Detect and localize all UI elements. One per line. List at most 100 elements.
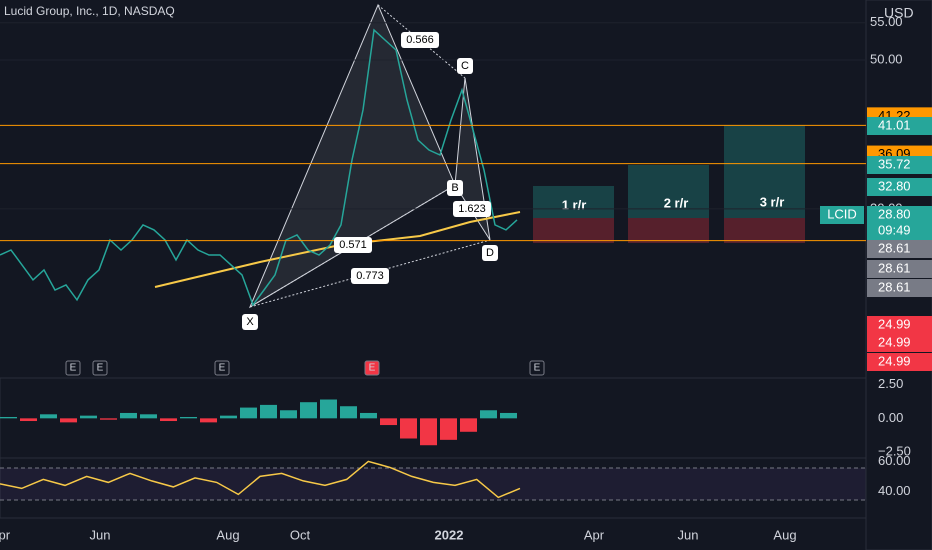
x-tick-label: Aug	[216, 527, 239, 542]
pattern-point: X	[246, 316, 254, 328]
macd-bar	[380, 418, 397, 426]
macd-bar	[100, 418, 117, 420]
price-badge	[867, 279, 932, 297]
price-badge	[867, 334, 932, 352]
macd-bar	[300, 402, 317, 419]
macd-bar	[40, 414, 57, 419]
pattern-point-box	[447, 180, 463, 196]
price-axis	[865, 0, 932, 550]
macd-tick-label: −2.50	[878, 443, 911, 458]
price-badge	[867, 156, 932, 174]
ratio-box	[453, 201, 491, 217]
earnings-label: E	[70, 363, 77, 374]
stop-zone	[628, 218, 709, 243]
earnings-box	[65, 360, 81, 376]
price-badge	[867, 240, 932, 258]
stop-zone	[724, 218, 805, 243]
ratio-box	[334, 237, 372, 253]
macd-bar	[120, 412, 137, 419]
macd-bar	[140, 414, 157, 419]
macd-tick-label: 0.00	[878, 410, 903, 425]
ratio-box	[351, 268, 389, 284]
price-badge-label: 24.99	[878, 316, 911, 331]
price-badge-label: 41.01	[878, 117, 911, 132]
earnings-label: E	[219, 363, 226, 374]
macd-bar	[500, 412, 517, 419]
price-badge-label: 28.61	[878, 260, 911, 275]
x-tick-label: Apr	[0, 527, 11, 542]
macd-bar	[200, 418, 217, 423]
macd-bar	[220, 415, 237, 419]
price-badge-label: 28.80	[878, 206, 911, 221]
macd-bar	[260, 404, 277, 419]
price-badge-label: 24.99	[878, 334, 911, 349]
macd-bar	[280, 410, 297, 419]
macd-bar	[460, 418, 477, 432]
macd-bar	[240, 407, 257, 419]
macd-tick-label: 2.50	[878, 376, 903, 391]
pattern-point-box	[457, 58, 473, 74]
pattern-point-box	[482, 245, 498, 261]
x-tick-label: Jun	[90, 527, 111, 542]
macd-bar	[480, 410, 497, 419]
rsi-line	[0, 460, 521, 499]
macd-bar	[180, 416, 197, 419]
earnings-box	[214, 360, 230, 376]
y-tick-label: 50.00	[870, 51, 903, 66]
macd-bar	[320, 399, 337, 419]
price-badge	[867, 353, 932, 371]
price-badge	[867, 117, 932, 135]
macd-bar	[60, 418, 77, 423]
earnings-box	[529, 360, 545, 376]
price-badge-label: 24.99	[878, 353, 911, 368]
target-zone	[724, 125, 805, 218]
ratio-label: 1.623	[458, 203, 486, 215]
ratio-label: 0.773	[356, 270, 384, 282]
macd-bar	[360, 412, 377, 419]
price-badge	[867, 260, 932, 278]
pattern-point: C	[461, 60, 469, 72]
price-line	[0, 28, 518, 307]
macd-bar	[20, 418, 37, 422]
price-badge	[867, 222, 932, 240]
macd-bar	[340, 406, 357, 419]
price-badge	[867, 316, 932, 334]
x-tick-label: Oct	[290, 527, 311, 542]
symbol-badge	[820, 206, 864, 224]
earnings-label: E	[97, 363, 104, 374]
ratio-box	[401, 32, 439, 48]
target-label: 1 r/r	[562, 197, 587, 212]
price-badge	[867, 206, 932, 224]
macd-bar	[400, 418, 417, 439]
price-badge-label: 28.61	[878, 240, 911, 255]
price-badge-label: 35.72	[878, 156, 911, 171]
rsi-band	[0, 468, 866, 500]
target-label: 3 r/r	[760, 194, 785, 209]
target-label: 2 r/r	[664, 195, 689, 210]
symbol-label: LCID	[827, 206, 857, 221]
ratio-label: 0.571	[339, 239, 367, 251]
target-zone	[533, 186, 614, 218]
chart-title: Lucid Group, Inc., 1D, NASDAQ	[4, 4, 175, 18]
earnings-label: E	[369, 363, 376, 374]
y-tick-label: 55.00	[870, 14, 903, 29]
rsi-tick-label: 60.00	[878, 453, 911, 468]
currency: USD	[884, 5, 914, 21]
earnings-label: E	[534, 363, 541, 374]
macd-bar	[420, 418, 437, 446]
x-tick-label: Apr	[584, 527, 605, 542]
earnings-box	[92, 360, 108, 376]
x-tick-label: 2022	[435, 527, 464, 542]
pattern-point-box	[242, 314, 258, 330]
price-badge-label: 28.61	[878, 279, 911, 294]
macd-bar	[80, 415, 97, 419]
price-badge-label: 09:49	[878, 222, 911, 237]
earnings-box	[364, 360, 380, 376]
macd-bar	[0, 416, 17, 419]
x-tick-label: Jun	[678, 527, 699, 542]
ratio-label: 0.566	[406, 34, 434, 46]
rsi-tick-label: 40.00	[878, 483, 911, 498]
price-badge-label: 32.80	[878, 178, 911, 193]
price-badge	[867, 178, 932, 196]
